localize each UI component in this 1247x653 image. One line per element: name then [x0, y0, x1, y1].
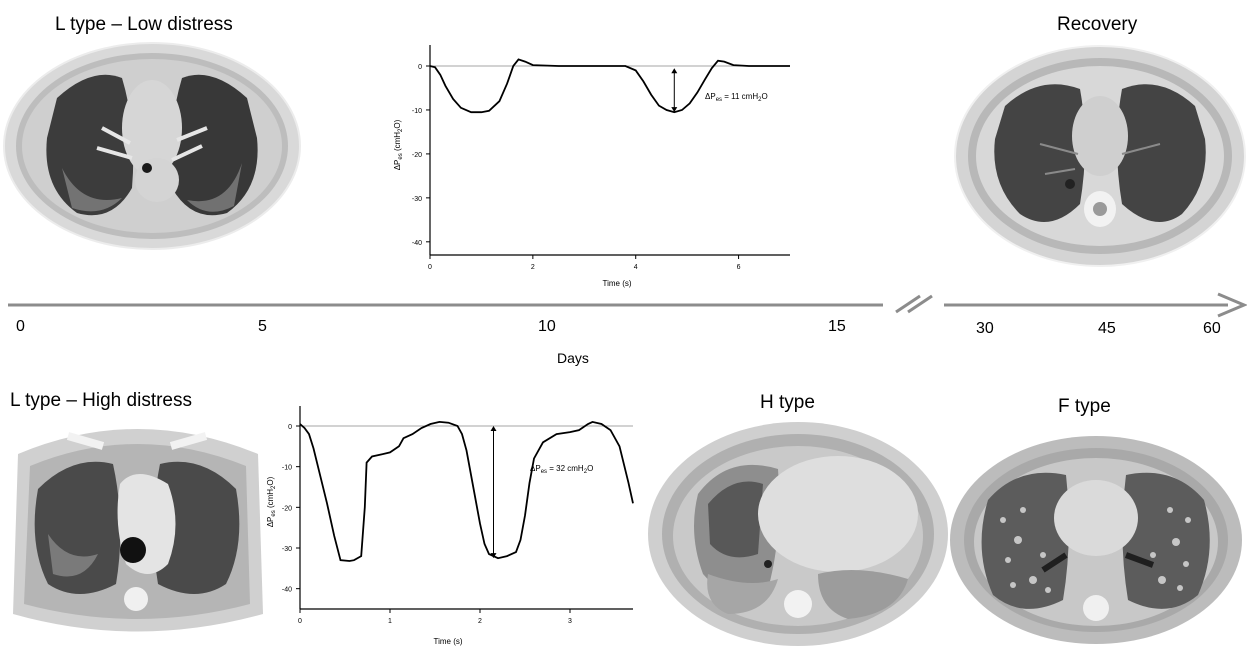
y-axis-label: ΔPes (cmH2O) — [393, 119, 404, 170]
x-tick-label: 0 — [428, 264, 432, 271]
title-h-type: H type — [760, 392, 815, 413]
x-tick-label: 6 — [737, 264, 741, 271]
ct-scan-low-distress — [2, 38, 302, 256]
x-axis-label: Time (s) — [433, 637, 462, 646]
x-tick-label: 0 — [298, 618, 302, 625]
day-tick: 15 — [828, 318, 846, 335]
day-tick: 60 — [1203, 320, 1221, 337]
title-high-distress: L type – High distress — [10, 390, 192, 411]
title-low-distress: L type – Low distress — [55, 14, 233, 35]
arrowhead-icon — [671, 68, 678, 74]
day-tick: 5 — [258, 318, 267, 335]
axis-break-mark — [895, 294, 921, 314]
y-axis-label: ΔPes (cmH2O) — [266, 476, 277, 527]
arrowhead-icon — [490, 553, 497, 559]
day-tick: 10 — [538, 318, 556, 335]
x-tick-label: 2 — [531, 264, 535, 271]
ct-scan-h-type — [648, 414, 948, 648]
y-tick-label: -30 — [282, 546, 292, 553]
y-tick-label: 0 — [418, 64, 422, 71]
day-tick: 0 — [16, 318, 25, 335]
day-tick: 45 — [1098, 320, 1116, 337]
pes-trace-line — [299, 420, 634, 562]
title-f-type: F type — [1058, 396, 1111, 417]
timeline-axis-label: Days — [557, 350, 589, 366]
day-tick: 30 — [976, 320, 994, 337]
pes-chart-high-svg: 0 -10 -20 -30 -40 0 1 2 3 Time (s) ΔPes (cmH2O)… — [266, 406, 634, 646]
pes-chart-low-svg: 0 -10 -20 -30 -40 0 2 4 6 Time (s) ΔPes (cmH2O)… — [393, 45, 790, 288]
arrowhead-icon — [671, 107, 678, 113]
x-tick-label: 1 — [388, 618, 392, 625]
arrowhead-icon — [490, 426, 497, 431]
y-tick-label: -30 — [412, 196, 422, 203]
y-tick-label: -10 — [282, 465, 292, 472]
timeline-axis — [0, 288, 1247, 323]
ct-scan-recovery — [950, 44, 1247, 274]
pes-trace-line — [429, 58, 790, 114]
x-axis-label: Time (s) — [602, 279, 631, 288]
y-tick-label: -40 — [412, 240, 422, 247]
pes-chart-low: 0 -10 -20 -30 -40 0 2 4 6 Time (s) ΔPes (cmH2O)… — [385, 40, 795, 295]
y-tick-label: 0 — [288, 424, 292, 431]
x-tick-label: 4 — [634, 264, 638, 271]
pes-chart-high: 0 -10 -20 -30 -40 0 1 2 3 Time (s) ΔPes (cmH2O)… — [258, 402, 640, 653]
arrowhead-icon — [1217, 292, 1247, 318]
delta-pes-annotation: ΔPes = 32 cmH2O — [530, 464, 593, 475]
y-tick-label: -40 — [282, 587, 292, 594]
y-tick-label: -20 — [282, 505, 292, 512]
title-recovery: Recovery — [1057, 14, 1138, 35]
y-tick-label: -20 — [412, 152, 422, 159]
x-tick-label: 3 — [568, 618, 572, 625]
axis-break-mark — [907, 294, 933, 314]
x-tick-label: 2 — [478, 618, 482, 625]
delta-pes-annotation: ΔPes = 11 cmH2O — [705, 92, 768, 103]
y-tick-label: -10 — [412, 108, 422, 115]
ct-scan-high-distress — [8, 414, 266, 646]
ct-scan-f-type — [948, 430, 1245, 648]
